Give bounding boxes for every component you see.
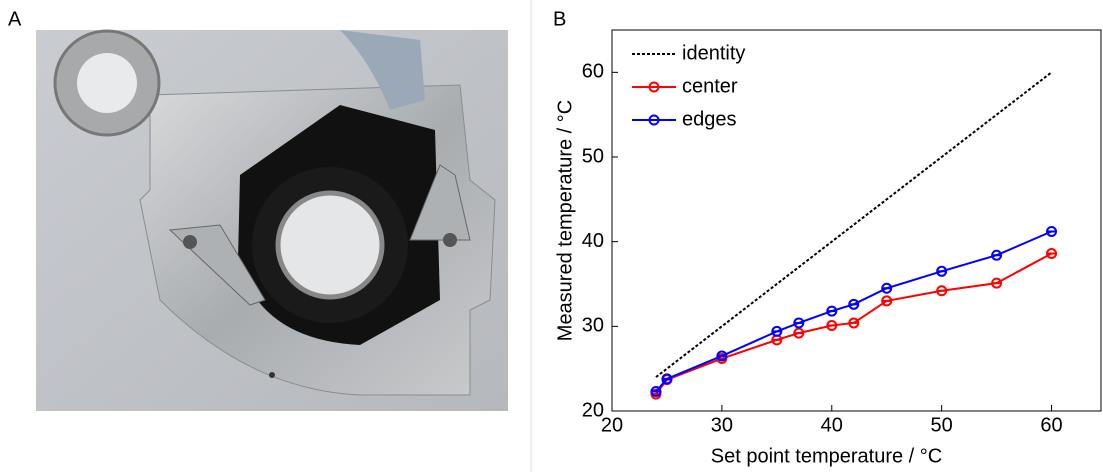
x-axis-label: Set point temperature / °C [711, 445, 942, 467]
panel-label: A [8, 8, 22, 30]
y-tick-label: 30 [582, 315, 604, 337]
legend-label: center [682, 75, 738, 97]
x-tick-label: 60 [1040, 414, 1062, 436]
legend-marker [648, 114, 660, 126]
legend-label: identity [682, 42, 745, 64]
panel-label: B [553, 8, 566, 30]
x-tick-label: 30 [711, 414, 733, 436]
plot-frame [611, 29, 1102, 412]
x-tick-label: 40 [821, 414, 843, 436]
legend-marker [648, 81, 660, 93]
y-tick-label: 60 [582, 61, 604, 83]
series-line [655, 71, 1053, 378]
y-tick-label: 20 [582, 399, 604, 421]
photo [36, 29, 508, 411]
x-tick-label: 50 [931, 414, 953, 436]
y-axis-label: Measured temperature / °C [554, 100, 576, 341]
legend-label: edges [682, 108, 737, 130]
y-tick-label: 50 [582, 145, 604, 167]
x-tick-label: 20 [601, 414, 623, 436]
y-tick-label: 40 [582, 230, 604, 252]
